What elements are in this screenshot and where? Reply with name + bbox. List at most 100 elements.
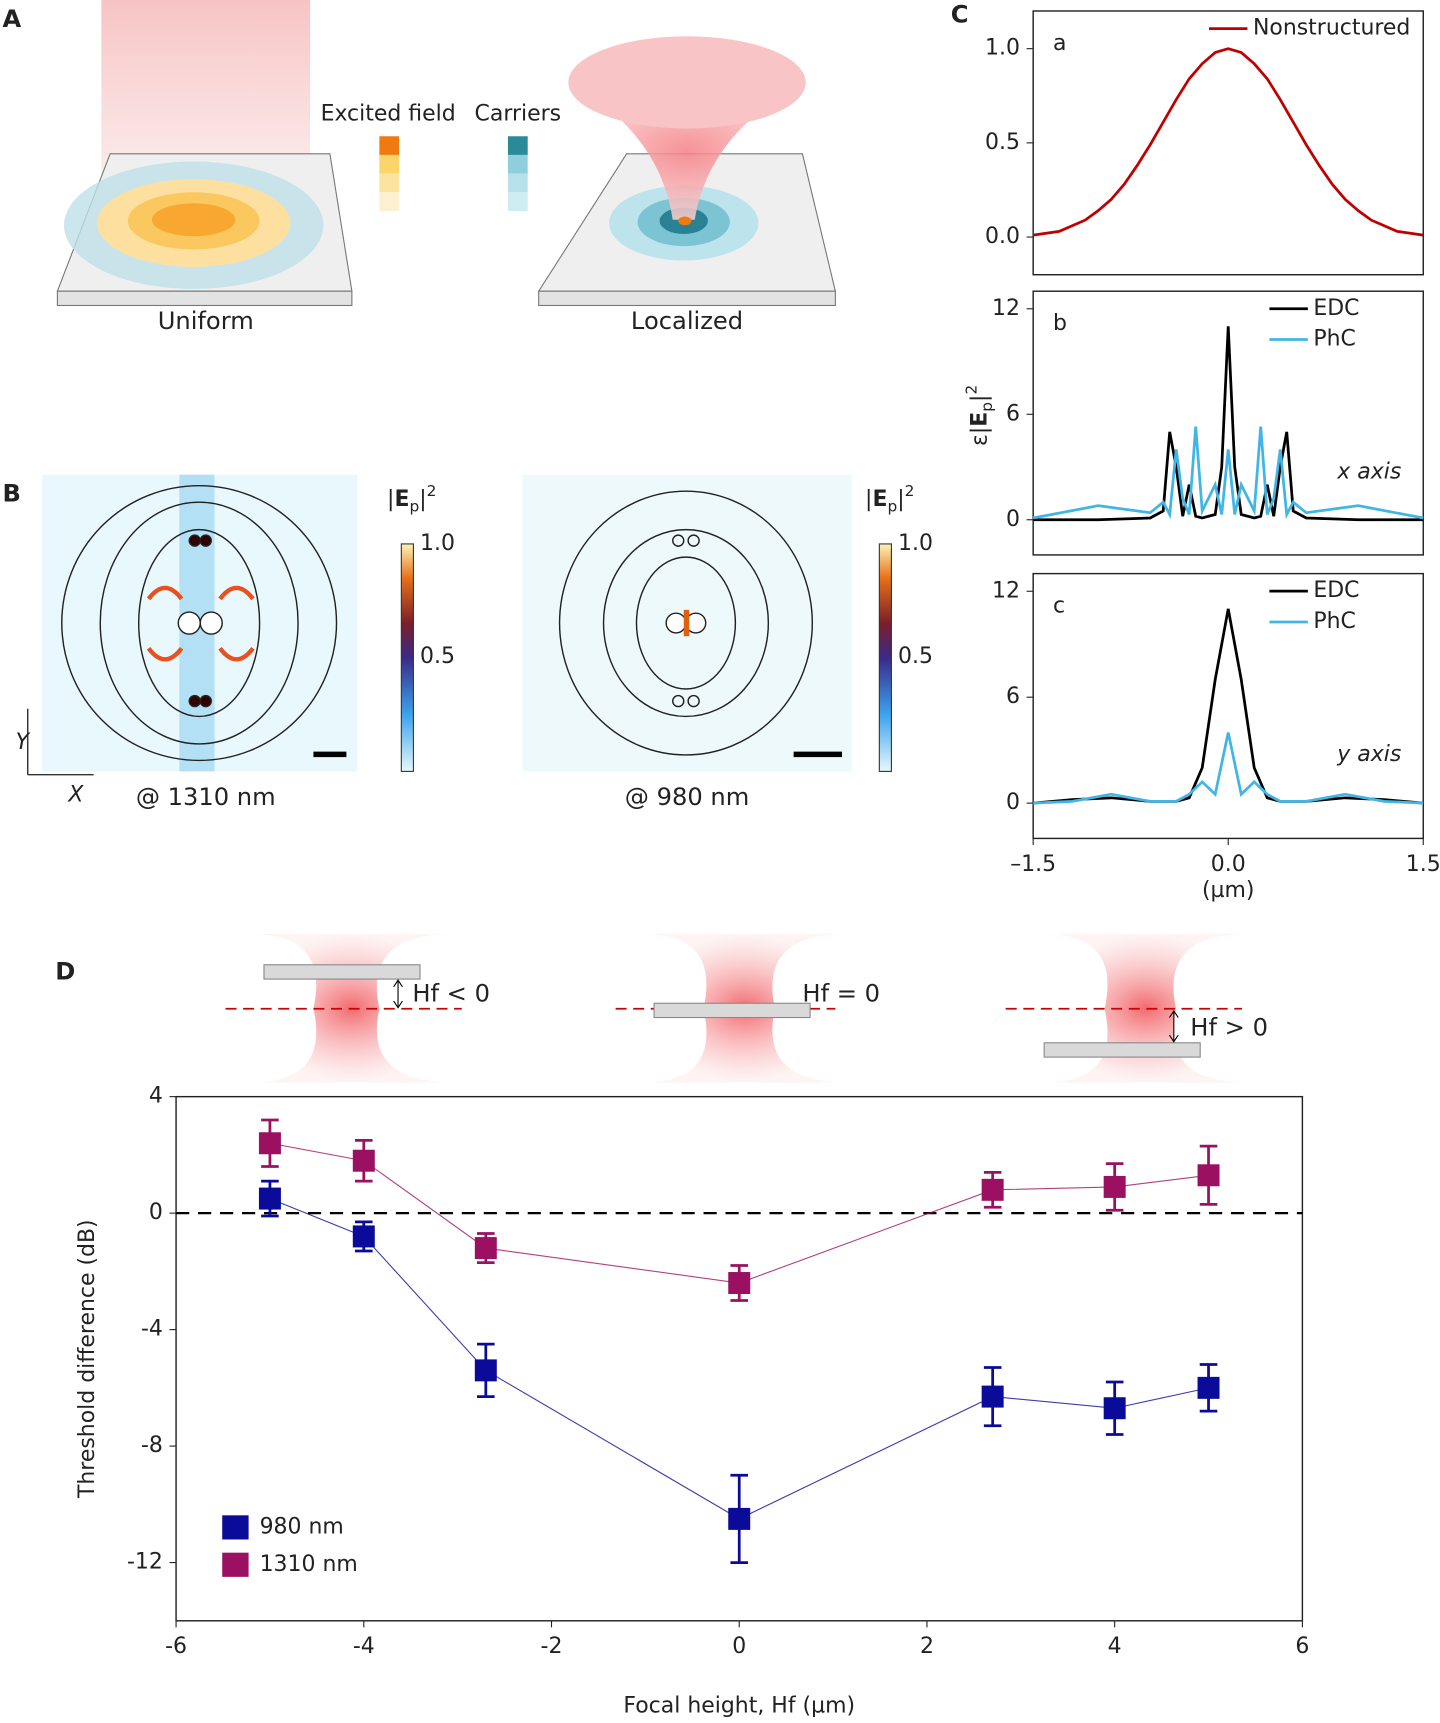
colorbar xyxy=(400,543,414,772)
axes-arrows xyxy=(27,708,94,776)
contour xyxy=(99,501,299,745)
panel-label: C xyxy=(951,0,969,28)
legend-title: Carriers xyxy=(475,101,562,126)
legend-label: 1310 nm xyxy=(260,1552,358,1577)
colorbar xyxy=(878,543,892,772)
legend-title: Excited field xyxy=(321,101,456,126)
y-tick-label: 4 xyxy=(149,1084,163,1109)
curve xyxy=(1032,426,1424,520)
y-tick-label: 6 xyxy=(1006,684,1020,709)
annotation: y axis xyxy=(1336,742,1401,767)
caption: Uniform xyxy=(158,307,254,335)
swatch xyxy=(507,154,528,174)
y-tick-label: -4 xyxy=(141,1317,163,1342)
legend-label: PhC xyxy=(1313,327,1356,352)
plate-edge xyxy=(538,290,836,307)
marker xyxy=(1197,1164,1220,1187)
caption: Localized xyxy=(631,307,743,335)
hole xyxy=(687,694,700,708)
plot-frame xyxy=(1032,290,1424,556)
curve xyxy=(1033,326,1424,522)
y-tick-label: 0 xyxy=(149,1200,163,1225)
annotation: x axis xyxy=(1336,460,1401,485)
spot xyxy=(678,216,692,226)
curve xyxy=(1033,732,1424,805)
x-tick-label: 0 xyxy=(732,1634,746,1659)
marker xyxy=(352,1225,375,1248)
schematic-label: Hf < 0 xyxy=(412,979,490,1007)
x-tick-label: -2 xyxy=(541,1634,563,1659)
legend-swatch xyxy=(222,1515,249,1540)
legend-label: EDC xyxy=(1313,578,1359,603)
y-tick-label: 0 xyxy=(1006,790,1020,815)
legend-swatch xyxy=(222,1552,249,1577)
legend-label: Nonstructured xyxy=(1253,16,1410,41)
panel-label: B xyxy=(2,479,20,507)
marker xyxy=(258,1132,281,1155)
marker xyxy=(352,1149,375,1172)
x-tick-label: 6 xyxy=(1295,1634,1309,1659)
panel-d-schematic: D Hf < 0 Hf = 0 Hf > 0 xyxy=(55,934,1268,1083)
y-tick-label: 0 xyxy=(1006,507,1020,532)
colorbar-tick: 0.5 xyxy=(420,644,455,669)
y-tick-label: 1.0 xyxy=(985,36,1020,61)
contour xyxy=(602,528,770,718)
legend-label: EDC xyxy=(1313,296,1359,321)
swatch xyxy=(379,136,400,155)
hotspot xyxy=(683,609,690,637)
plot-frame xyxy=(1032,10,1424,276)
x-tick-label: -4 xyxy=(353,1634,375,1659)
marker xyxy=(981,1385,1004,1408)
colorbar-tick: 1.0 xyxy=(420,531,455,556)
marker xyxy=(981,1178,1004,1201)
marker xyxy=(474,1237,497,1260)
marker xyxy=(474,1359,497,1382)
x-tick-label: -6 xyxy=(165,1634,187,1659)
contour xyxy=(61,484,338,762)
scale-bar xyxy=(793,751,842,758)
connector xyxy=(269,1198,1209,1520)
legend-label: 980 nm xyxy=(260,1514,344,1539)
colorbar-title: |Ep|2 xyxy=(387,482,436,515)
beam xyxy=(1044,934,1248,1083)
slab xyxy=(653,1002,811,1019)
hole xyxy=(177,611,201,635)
colorbar-title: |Ep|2 xyxy=(865,482,914,515)
scale-bar xyxy=(313,751,347,758)
panel-a: A Excited field Carriers Uniform Localiz… xyxy=(2,0,837,335)
swatch xyxy=(507,192,528,211)
swatch xyxy=(507,173,528,193)
axis-label: X xyxy=(67,783,84,808)
y-axis-label: Threshold difference (dB) xyxy=(75,1219,100,1499)
hole xyxy=(672,534,685,547)
hole xyxy=(199,611,223,635)
curve xyxy=(1033,608,1424,805)
hotspot xyxy=(146,585,255,662)
swatch xyxy=(379,154,400,174)
swatch xyxy=(379,192,400,211)
x-axis-label: (µm) xyxy=(1202,878,1255,903)
x-tick-label: 1.5 xyxy=(1406,852,1440,877)
y-tick-label: 12 xyxy=(992,296,1020,321)
subpanel-label: a xyxy=(1053,31,1066,56)
marker xyxy=(1103,1397,1126,1420)
hole xyxy=(199,534,212,547)
x-axis-label: Focal height, Hf (µm) xyxy=(623,1694,855,1719)
caption: @ 1310 nm xyxy=(136,783,276,811)
y-tick-label: -8 xyxy=(141,1433,163,1458)
subpanel-label: b xyxy=(1053,311,1067,336)
hole xyxy=(687,534,700,547)
arrow xyxy=(1168,1009,1179,1043)
x-tick-label: 4 xyxy=(1108,1634,1122,1659)
slab xyxy=(1043,1042,1201,1058)
plate-edge xyxy=(56,290,353,307)
hole xyxy=(665,612,687,634)
colorbar-texts: |Ep|2 |Ep|2 1.0 0.5 1.0 0.5 @ 1310 nm @ … xyxy=(136,482,933,811)
marker xyxy=(728,1272,751,1295)
curve xyxy=(1032,47,1424,237)
hole xyxy=(199,694,212,708)
contour xyxy=(558,490,814,756)
axis-label: Y xyxy=(16,730,31,755)
arrow xyxy=(393,979,403,1009)
